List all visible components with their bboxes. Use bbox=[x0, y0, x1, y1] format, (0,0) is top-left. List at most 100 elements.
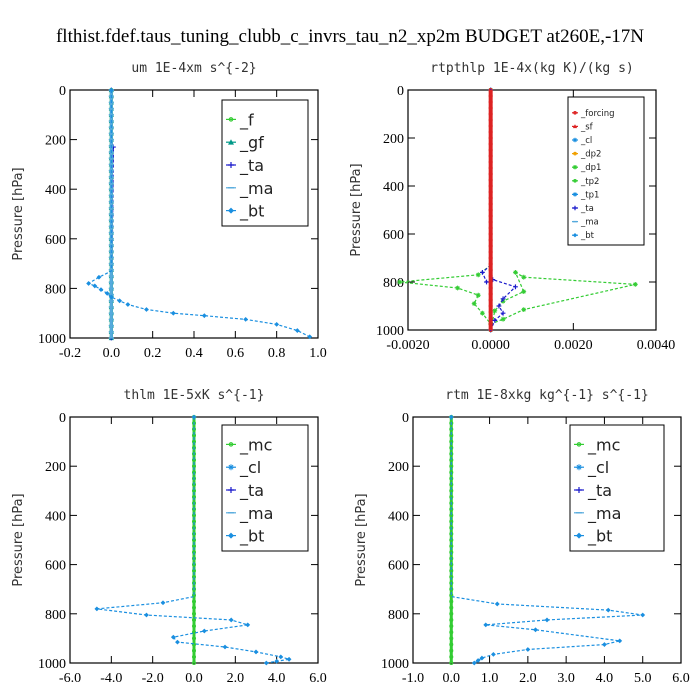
data-point bbox=[471, 660, 477, 666]
data-point bbox=[307, 334, 313, 340]
y-tick-label: 600 bbox=[388, 559, 409, 574]
y-tick-label: 400 bbox=[383, 180, 404, 195]
legend-box bbox=[221, 99, 309, 227]
data-point bbox=[488, 255, 493, 261]
y-tick-label: 400 bbox=[45, 183, 66, 198]
data-point bbox=[480, 270, 485, 275]
data-point bbox=[243, 317, 249, 322]
legend-item: _ta bbox=[574, 481, 612, 501]
data-point bbox=[449, 605, 454, 610]
data-point bbox=[488, 117, 493, 123]
data-point bbox=[449, 636, 454, 641]
x-tick-label: 6.0 bbox=[309, 671, 327, 686]
data-point bbox=[492, 308, 498, 314]
data-point bbox=[544, 617, 550, 623]
data-point bbox=[449, 642, 454, 647]
data-point bbox=[96, 274, 102, 280]
legend-marker bbox=[576, 442, 582, 447]
data-point bbox=[108, 87, 114, 93]
data-point bbox=[484, 279, 489, 285]
legend-label: _dp1 bbox=[580, 163, 601, 173]
legend-marker bbox=[228, 117, 234, 122]
data-point bbox=[488, 171, 493, 177]
panel-4: rtm 1E-8xkg kg^{-1} s^{-1} Pressure [hPa]… bbox=[354, 388, 690, 686]
series-bt bbox=[86, 87, 313, 340]
data-point bbox=[605, 607, 611, 613]
data-point bbox=[228, 617, 234, 623]
data-point bbox=[263, 660, 269, 666]
y-tick-label: 200 bbox=[45, 460, 66, 475]
x-tick-label: -1.0 bbox=[402, 671, 424, 686]
legend-label: _ta bbox=[580, 204, 594, 214]
data-point bbox=[617, 638, 623, 644]
legend-box bbox=[221, 424, 309, 552]
data-point bbox=[98, 287, 104, 293]
data-point bbox=[488, 105, 493, 111]
legend-label: _sf bbox=[580, 122, 594, 132]
data-point bbox=[92, 283, 98, 289]
data-point bbox=[488, 147, 493, 153]
legend-item: _ma bbox=[226, 504, 273, 524]
legend-label: _bt bbox=[239, 527, 264, 547]
legend-label: _mc bbox=[587, 435, 620, 455]
legend-item: _cl bbox=[572, 136, 592, 146]
x-tick-label: 6.0 bbox=[672, 671, 690, 686]
data-point bbox=[191, 624, 197, 629]
x-tick-label: 4.0 bbox=[596, 671, 614, 686]
legend-marker bbox=[228, 162, 234, 168]
data-point bbox=[144, 612, 149, 618]
legend-item: _bt bbox=[572, 231, 595, 241]
legend-item: _f bbox=[226, 110, 254, 130]
data-point bbox=[475, 272, 481, 278]
legend-marker bbox=[572, 233, 578, 238]
x-tick-label: 0.0020 bbox=[554, 338, 593, 353]
legend-marker bbox=[228, 139, 234, 145]
data-point bbox=[175, 639, 180, 645]
legend: _f _gf _ta _ma _bt bbox=[221, 99, 309, 227]
data-point bbox=[640, 612, 646, 618]
data-point bbox=[274, 658, 280, 664]
y-tick-label: 600 bbox=[383, 228, 404, 243]
legend-item: _bt bbox=[226, 527, 264, 547]
x-tick-label: 0.0000 bbox=[471, 338, 510, 353]
y-tick-label: 800 bbox=[45, 282, 66, 297]
data-point bbox=[488, 87, 493, 93]
x-tick-label: 0.8 bbox=[268, 346, 286, 361]
data-point bbox=[117, 298, 122, 304]
legend-marker bbox=[573, 178, 577, 183]
y-tick-label: 1000 bbox=[38, 332, 66, 347]
data-point bbox=[253, 649, 259, 655]
data-point bbox=[191, 617, 197, 622]
data-point bbox=[449, 599, 454, 604]
panel-title: thlm 1E-5xK s^{-1} bbox=[124, 388, 265, 403]
legend-item: _cl bbox=[574, 458, 609, 478]
legend-label: _ma bbox=[239, 179, 273, 199]
data-point bbox=[191, 654, 197, 659]
data-point bbox=[602, 642, 607, 647]
data-point bbox=[521, 289, 527, 294]
legend-item: _bt bbox=[226, 202, 264, 222]
data-point bbox=[449, 648, 454, 653]
data-point bbox=[471, 301, 477, 306]
data-point bbox=[488, 141, 493, 147]
y-tick-label: 800 bbox=[45, 608, 66, 623]
data-point bbox=[160, 600, 166, 606]
data-point bbox=[449, 624, 454, 629]
data-point bbox=[488, 327, 493, 333]
data-point bbox=[496, 303, 502, 309]
legend-box bbox=[569, 424, 665, 552]
data-point bbox=[191, 611, 197, 616]
x-tick-label: 0.0 bbox=[103, 346, 121, 361]
legend-label: _ma bbox=[239, 504, 273, 524]
data-point bbox=[170, 310, 176, 316]
data-point bbox=[488, 291, 493, 297]
data-point bbox=[488, 297, 493, 303]
y-axis-label: Pressure [hPa] bbox=[349, 163, 364, 256]
legend-marker bbox=[228, 442, 234, 447]
data-point bbox=[488, 219, 493, 225]
data-point bbox=[294, 328, 300, 333]
data-point bbox=[632, 282, 638, 287]
data-point bbox=[475, 292, 481, 298]
legend-label: _f bbox=[239, 110, 254, 130]
panel-title: rtpthlp 1E-4x(kg K)/(kg s) bbox=[430, 61, 634, 76]
